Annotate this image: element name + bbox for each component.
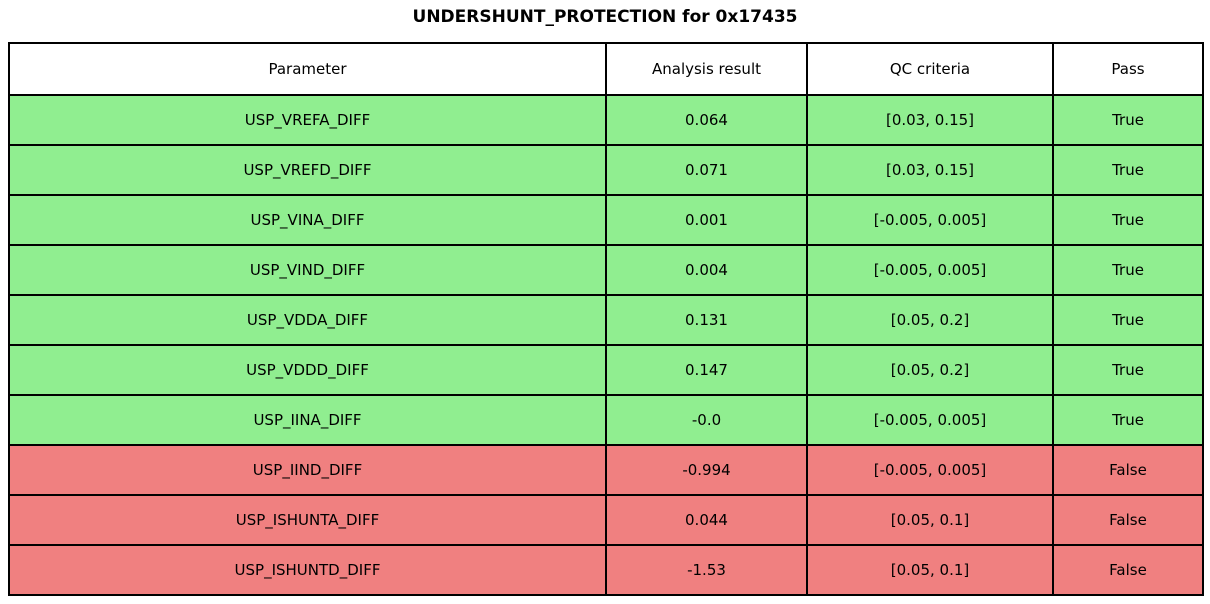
cell-pass: True bbox=[1052, 194, 1204, 246]
table-row: USP_IIND_DIFF -0.994 [-0.005, 0.005] Fal… bbox=[8, 444, 1204, 496]
cell-qc-criteria: [0.05, 0.2] bbox=[806, 294, 1054, 346]
cell-parameter: USP_IIND_DIFF bbox=[8, 444, 607, 496]
cell-analysis-result: 0.131 bbox=[605, 294, 808, 346]
cell-qc-criteria: [-0.005, 0.005] bbox=[806, 394, 1054, 446]
cell-pass: True bbox=[1052, 344, 1204, 396]
cell-parameter: USP_IINA_DIFF bbox=[8, 394, 607, 446]
qc-results-table: Parameter Analysis result QC criteria Pa… bbox=[8, 42, 1204, 596]
cell-qc-criteria: [0.05, 0.1] bbox=[806, 544, 1054, 596]
cell-parameter: USP_VDDA_DIFF bbox=[8, 294, 607, 346]
cell-qc-criteria: [-0.005, 0.005] bbox=[806, 244, 1054, 296]
cell-parameter: USP_VREFA_DIFF bbox=[8, 94, 607, 146]
column-header-parameter: Parameter bbox=[8, 42, 607, 96]
cell-parameter: USP_VREFD_DIFF bbox=[8, 144, 607, 196]
cell-qc-criteria: [0.05, 0.1] bbox=[806, 494, 1054, 546]
cell-pass: True bbox=[1052, 244, 1204, 296]
cell-pass: True bbox=[1052, 94, 1204, 146]
cell-analysis-result: -1.53 bbox=[605, 544, 808, 596]
cell-pass: True bbox=[1052, 144, 1204, 196]
cell-parameter: USP_VINA_DIFF bbox=[8, 194, 607, 246]
table-row: USP_VDDA_DIFF 0.131 [0.05, 0.2] True bbox=[8, 294, 1204, 346]
cell-qc-criteria: [-0.005, 0.005] bbox=[806, 444, 1054, 496]
cell-qc-criteria: [0.03, 0.15] bbox=[806, 94, 1054, 146]
cell-analysis-result: -0.994 bbox=[605, 444, 808, 496]
cell-pass: False bbox=[1052, 544, 1204, 596]
column-header-pass: Pass bbox=[1052, 42, 1204, 96]
cell-pass: False bbox=[1052, 444, 1204, 496]
cell-parameter: USP_VDDD_DIFF bbox=[8, 344, 607, 396]
cell-analysis-result: 0.044 bbox=[605, 494, 808, 546]
cell-parameter: USP_VIND_DIFF bbox=[8, 244, 607, 296]
column-header-analysis-result: Analysis result bbox=[605, 42, 808, 96]
table-row: USP_VIND_DIFF 0.004 [-0.005, 0.005] True bbox=[8, 244, 1204, 296]
cell-analysis-result: 0.071 bbox=[605, 144, 808, 196]
table-row: USP_ISHUNTD_DIFF -1.53 [0.05, 0.1] False bbox=[8, 544, 1204, 596]
cell-qc-criteria: [-0.005, 0.005] bbox=[806, 194, 1054, 246]
cell-pass: True bbox=[1052, 394, 1204, 446]
cell-qc-criteria: [0.05, 0.2] bbox=[806, 344, 1054, 396]
table-row: USP_IINA_DIFF -0.0 [-0.005, 0.005] True bbox=[8, 394, 1204, 446]
cell-parameter: USP_ISHUNTD_DIFF bbox=[8, 544, 607, 596]
table-row: USP_VREFA_DIFF 0.064 [0.03, 0.15] True bbox=[8, 94, 1204, 146]
table-row: USP_VDDD_DIFF 0.147 [0.05, 0.2] True bbox=[8, 344, 1204, 396]
table-row: USP_VINA_DIFF 0.001 [-0.005, 0.005] True bbox=[8, 194, 1204, 246]
cell-qc-criteria: [0.03, 0.15] bbox=[806, 144, 1054, 196]
cell-parameter: USP_ISHUNTA_DIFF bbox=[8, 494, 607, 546]
table-row: USP_ISHUNTA_DIFF 0.044 [0.05, 0.1] False bbox=[8, 494, 1204, 546]
cell-pass: False bbox=[1052, 494, 1204, 546]
cell-analysis-result: 0.004 bbox=[605, 244, 808, 296]
cell-analysis-result: 0.064 bbox=[605, 94, 808, 146]
figure-title: UNDERSHUNT_PROTECTION for 0x17435 bbox=[412, 7, 798, 27]
cell-analysis-result: -0.0 bbox=[605, 394, 808, 446]
table-row: USP_VREFD_DIFF 0.071 [0.03, 0.15] True bbox=[8, 144, 1204, 196]
header-row: Parameter Analysis result QC criteria Pa… bbox=[8, 42, 1204, 96]
cell-analysis-result: 0.001 bbox=[605, 194, 808, 246]
table-body: USP_VREFA_DIFF 0.064 [0.03, 0.15] True U… bbox=[8, 94, 1204, 596]
cell-analysis-result: 0.147 bbox=[605, 344, 808, 396]
cell-pass: True bbox=[1052, 294, 1204, 346]
table-header: Parameter Analysis result QC criteria Pa… bbox=[8, 42, 1204, 96]
column-header-qc-criteria: QC criteria bbox=[806, 42, 1054, 96]
